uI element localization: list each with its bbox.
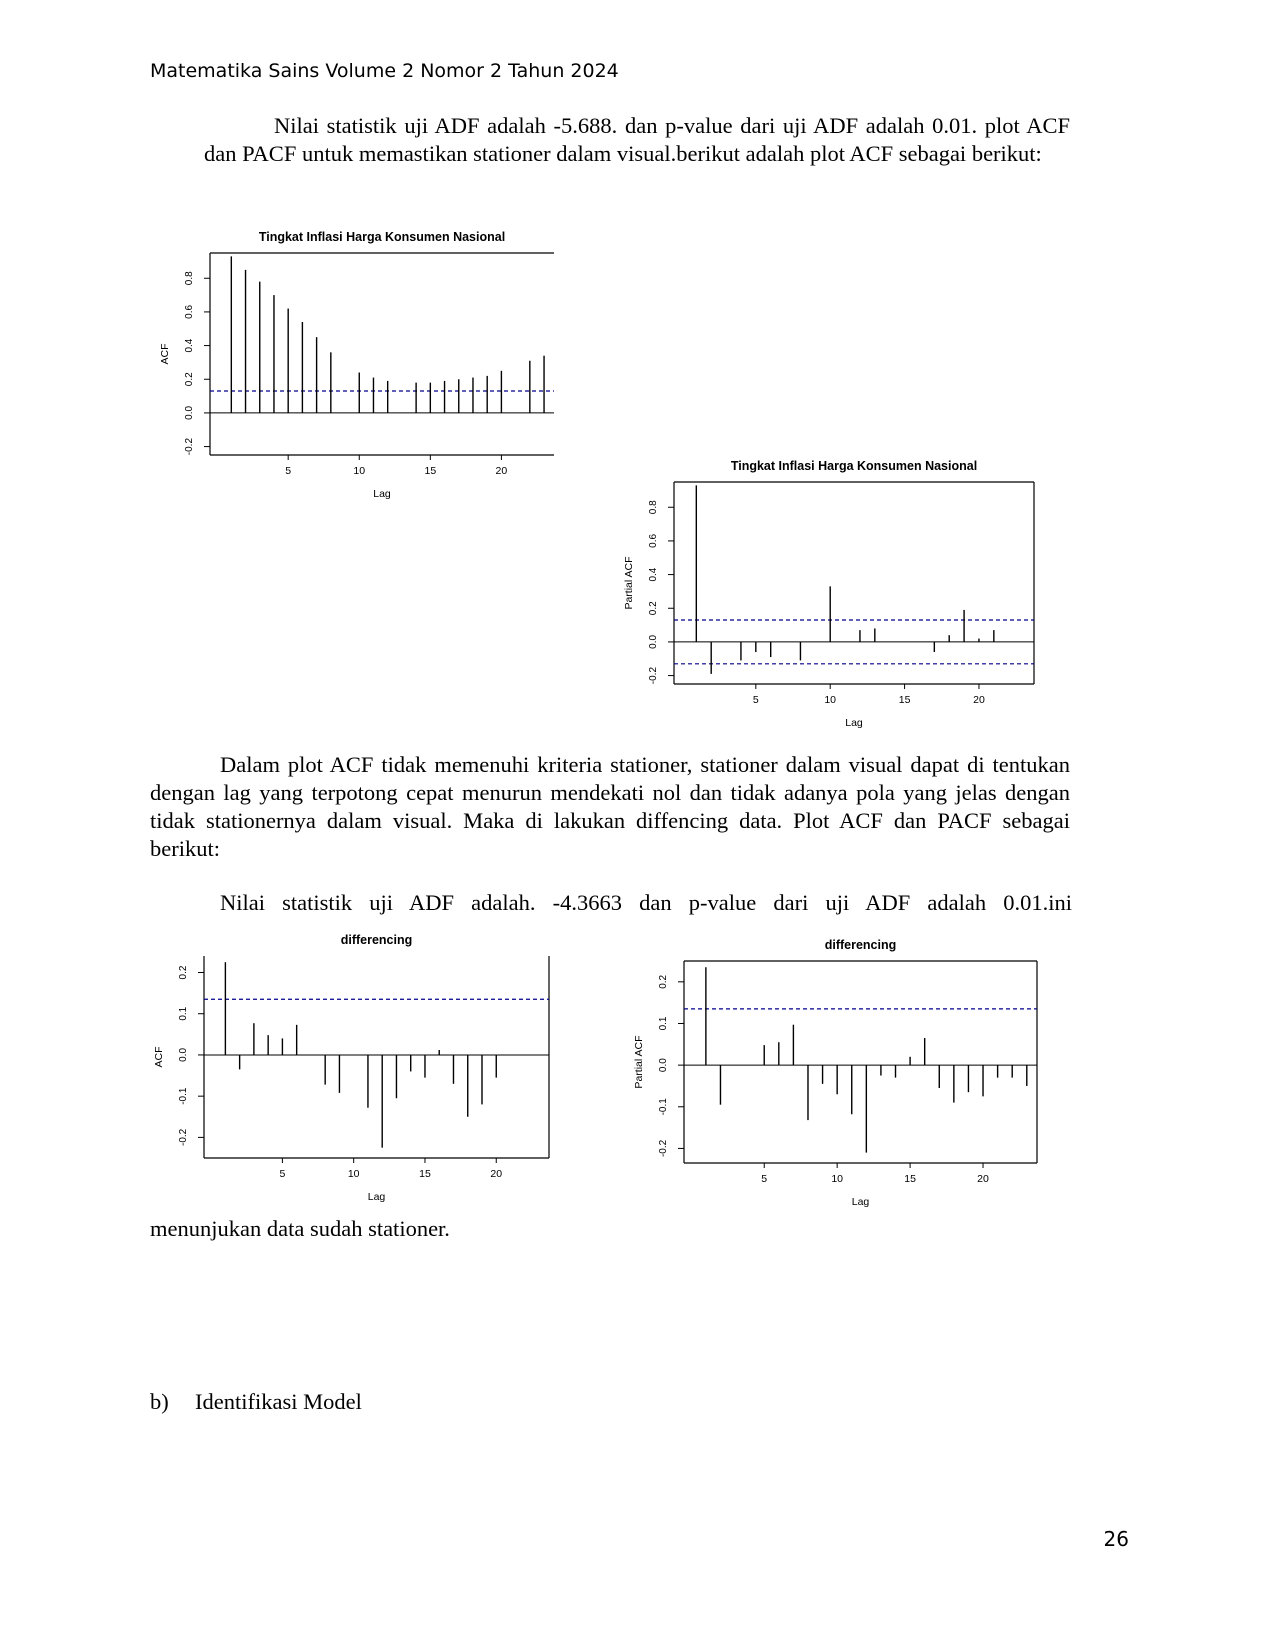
x-axis-label: Lag <box>845 717 863 729</box>
x-axis-label: Lag <box>373 488 391 500</box>
x-tick-label: 20 <box>977 1173 989 1185</box>
y-tick-label: 0.1 <box>658 1016 669 1030</box>
acf-plot-differencing: differencing 5 10 15 20 Lag -0.2 -0.1 0.0 0.1 0.2 A… <box>140 918 570 1210</box>
x-axis-label: Lag <box>852 1196 870 1208</box>
pacf-plot-original: Tingkat Inflasi Harga Konsumen Nasional 5… <box>610 442 1050 732</box>
y-tick-label: -0.1 <box>658 1098 669 1116</box>
x-tick-label: 5 <box>285 465 291 477</box>
paragraph-adf-differencing: Nilai statistik uji ADF adalah. -4.3663 … <box>220 890 1072 915</box>
acf-plot-original: Tingkat Inflasi Harga Konsumen Nasional 5… <box>140 215 580 510</box>
y-tick-label: 0.2 <box>648 601 659 615</box>
y-tick-label: 0.6 <box>648 534 659 548</box>
y-tick-label: 0.0 <box>658 1058 669 1072</box>
chart-title: Tingkat Inflasi Harga Konsumen Nasional <box>731 459 977 473</box>
page-number: 26 <box>1103 1527 1129 1551</box>
y-tick-label: -0.1 <box>178 1087 189 1105</box>
x-tick-label: 10 <box>824 694 836 706</box>
pacf-plot-differencing: differencing 5 10 15 20 Lag -0.2 -0.1 0.0 0.1 0.2 P… <box>615 925 1055 1215</box>
section-label: b) <box>150 1389 169 1414</box>
y-tick-label: 0.2 <box>184 372 195 386</box>
x-tick-label: 20 <box>490 1168 502 1180</box>
y-tick-label: 0.4 <box>184 338 195 352</box>
x-tick-label: 10 <box>831 1173 843 1185</box>
y-tick-label: -0.2 <box>658 1139 669 1157</box>
y-tick-label: 0.8 <box>648 500 659 514</box>
chart-title: Tingkat Inflasi Harga Konsumen Nasional <box>259 230 505 244</box>
x-tick-label: 10 <box>353 465 365 477</box>
y-tick-label: -0.2 <box>178 1128 189 1146</box>
paragraph-adf-intro: Nilai statistik uji ADF adalah -5.688. d… <box>204 113 1070 166</box>
x-tick-label: 5 <box>761 1173 767 1185</box>
section-title: Identifikasi Model <box>195 1389 362 1414</box>
paragraph-stationary-conclusion: menunjukan data sudah stationer. <box>150 1216 450 1241</box>
chart-title: differencing <box>825 938 897 952</box>
y-tick-label: 0.8 <box>184 271 195 285</box>
y-tick-label: 0.4 <box>648 567 659 581</box>
y-tick-label: 0.6 <box>184 305 195 319</box>
y-axis-label: Partial ACF <box>623 556 635 609</box>
y-tick-label: 0.0 <box>184 406 195 420</box>
x-axis-label: Lag <box>368 1191 386 1203</box>
x-tick-label: 20 <box>973 694 985 706</box>
y-tick-label: 0.2 <box>658 974 669 988</box>
y-tick-label: 0.0 <box>648 635 659 649</box>
x-tick-label: 15 <box>899 694 911 706</box>
x-tick-label: 10 <box>348 1168 360 1180</box>
y-axis-label: ACF <box>159 344 171 365</box>
x-tick-label: 15 <box>419 1168 431 1180</box>
paragraph-acf-discussion: Dalam plot ACF tidak memenuhi kriteria s… <box>150 752 1070 861</box>
y-axis-label: ACF <box>153 1047 165 1068</box>
y-axis-label: Partial ACF <box>633 1035 645 1088</box>
chart-title: differencing <box>341 933 413 947</box>
x-tick-label: 20 <box>496 465 508 477</box>
y-tick-label: 0.0 <box>178 1048 189 1062</box>
y-tick-label: -0.2 <box>184 438 195 456</box>
x-tick-label: 15 <box>904 1173 916 1185</box>
x-tick-label: 5 <box>279 1168 285 1180</box>
y-tick-label: -0.2 <box>648 667 659 685</box>
x-tick-label: 5 <box>753 694 759 706</box>
x-tick-label: 15 <box>424 465 436 477</box>
y-tick-label: 0.2 <box>178 965 189 979</box>
journal-header: Matematika Sains Volume 2 Nomor 2 Tahun … <box>150 60 619 82</box>
section-heading: b) Identifikasi Model <box>150 1389 362 1415</box>
y-tick-label: 0.1 <box>178 1006 189 1020</box>
